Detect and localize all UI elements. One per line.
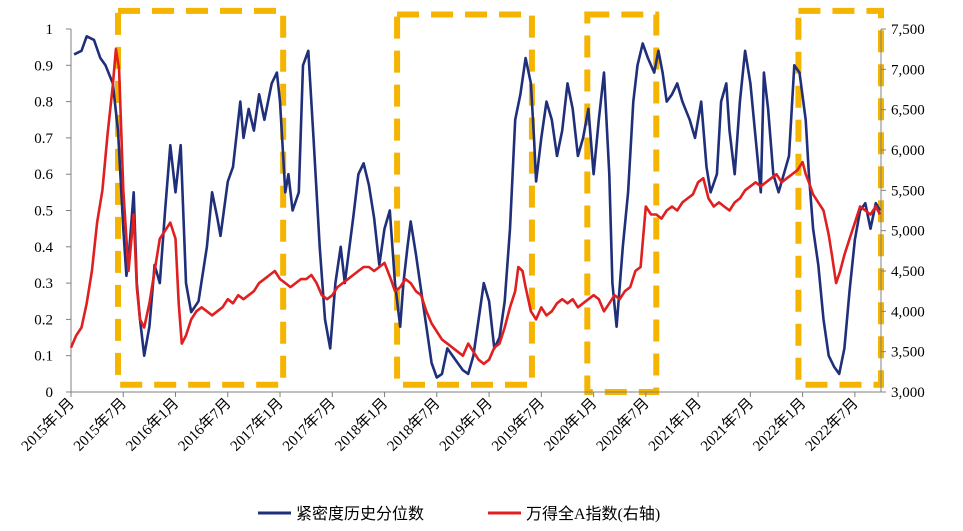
left-tick-label: 0.4 <box>34 240 53 256</box>
x-tick-label: 2019年7月 <box>488 395 548 455</box>
series-lines <box>69 35 882 379</box>
series-line-index <box>69 47 882 366</box>
highlight-boxes <box>115 7 884 395</box>
highlight-box-4 <box>795 7 884 388</box>
left-axis-ticks: 0 0.1 0.2 0.3 0.4 0.5 0.6 0.7 0.8 0.9 1 <box>34 22 71 401</box>
right-tick-label: 6,000 <box>891 143 925 159</box>
right-tick-label: 6,500 <box>891 103 925 119</box>
x-tick-label: 2015年1月 <box>18 395 78 455</box>
x-axis-ticks: 2015年1月2015年7月2016年1月2016年7月2017年1月2017年… <box>18 392 862 455</box>
x-tick-label: 2019年1月 <box>436 395 496 455</box>
x-tick-label: 2022年7月 <box>802 395 862 455</box>
x-tick-label: 2020年1月 <box>541 395 601 455</box>
highlight-box-2 <box>394 11 535 388</box>
right-axis-ticks: 3,000 3,500 4,000 4,500 5,000 5,500 6,000 6,500… <box>881 22 925 401</box>
left-tick-label: 1 <box>46 22 54 38</box>
right-tick-label: 5,500 <box>891 183 925 199</box>
x-tick-label: 2018年1月 <box>332 395 392 455</box>
left-tick-label: 0.6 <box>34 167 53 183</box>
highlight-box-1 <box>115 7 287 388</box>
left-tick-label: 0.5 <box>34 204 53 220</box>
right-tick-label: 3,500 <box>891 345 925 361</box>
left-tick-label: 0 <box>46 385 54 401</box>
left-tick-label: 0.9 <box>34 58 53 74</box>
x-tick-label: 2018年7月 <box>384 395 444 455</box>
series-line-tightness <box>73 35 882 379</box>
left-tick-label: 0.3 <box>34 276 53 292</box>
right-tick-label: 7,000 <box>891 62 925 78</box>
x-tick-label: 2016年1月 <box>123 395 183 455</box>
right-tick-label: 4,500 <box>891 264 925 280</box>
legend-label-index: 万得全A指数(右轴) <box>526 505 660 523</box>
legend-label-tightness: 紧密度历史分位数 <box>296 505 424 523</box>
x-tick-label: 2017年7月 <box>279 395 339 455</box>
x-tick-label: 2022年1月 <box>750 395 810 455</box>
x-tick-label: 2016年7月 <box>175 395 235 455</box>
highlight-box-3 <box>584 11 660 395</box>
right-tick-label: 4,000 <box>891 304 925 320</box>
right-tick-label: 7,500 <box>891 22 925 38</box>
x-tick-label: 2020年7月 <box>593 395 653 455</box>
x-tick-label: 2015年7月 <box>70 395 130 455</box>
x-tick-label: 2021年7月 <box>697 395 757 455</box>
left-tick-label: 0.8 <box>34 95 53 111</box>
left-tick-label: 0.7 <box>34 131 53 147</box>
x-tick-label: 2021年1月 <box>645 395 705 455</box>
left-tick-label: 0.2 <box>34 312 53 328</box>
left-tick-label: 0.1 <box>34 349 53 365</box>
x-tick-label: 2017年1月 <box>227 395 287 455</box>
right-tick-label: 3,000 <box>891 385 925 401</box>
right-tick-label: 5,000 <box>891 224 925 240</box>
legend: 紧密度历史分位数 万得全A指数(右轴) <box>258 505 660 523</box>
